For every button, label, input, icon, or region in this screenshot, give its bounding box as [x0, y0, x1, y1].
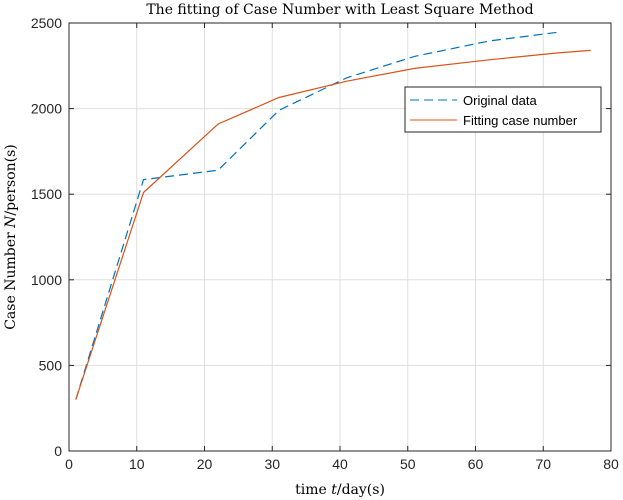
legend-box	[404, 86, 602, 133]
x-axis-label-variable: t	[331, 482, 337, 498]
x-axis-label-suffix: /day(s)	[337, 482, 385, 498]
legend-label-original-data: Original data	[463, 93, 537, 108]
x-tick-label: 80	[603, 456, 619, 472]
x-tick-label: 60	[468, 456, 484, 472]
series-line-original-data	[75, 31, 557, 400]
y-tick-label: 1000	[31, 272, 62, 288]
x-tick-label: 20	[197, 456, 213, 472]
x-tick-label: 50	[400, 456, 416, 472]
y-tick-label: 1500	[31, 186, 62, 202]
y-axis-label-suffix: /person(s)	[3, 144, 19, 215]
x-tick-label: 30	[264, 456, 280, 472]
x-axis-label: time t/day(s)	[295, 482, 385, 498]
x-axis-label-prefix: time	[295, 482, 331, 498]
x-tick-label: 70	[535, 456, 551, 472]
y-axis-label-prefix: Case Number	[3, 228, 19, 330]
y-axis-label-variable: N	[3, 215, 19, 229]
legend-label-fitting-case-number: Fitting case number	[463, 113, 578, 128]
y-axis-label: Case Number N/person(s)	[3, 144, 19, 330]
x-tick-label: 10	[129, 456, 145, 472]
x-tick-label: 40	[332, 456, 348, 472]
y-tick-label: 0	[54, 443, 62, 459]
chart-title: The fitting of Case Number with Least Sq…	[146, 2, 533, 18]
legend: Original data Fitting case number	[404, 86, 602, 133]
y-tick-label: 2000	[31, 101, 62, 117]
y-tick-label: 2500	[31, 15, 62, 31]
ticks: 0 10 20 30 40 50 60 70 80 0 500 1000 1500 2000 2500	[31, 15, 619, 472]
series	[75, 31, 591, 400]
series-line-fitting-case-number	[75, 49, 591, 400]
y-tick-label: 500	[39, 357, 63, 373]
x-tick-label: 0	[65, 456, 73, 472]
